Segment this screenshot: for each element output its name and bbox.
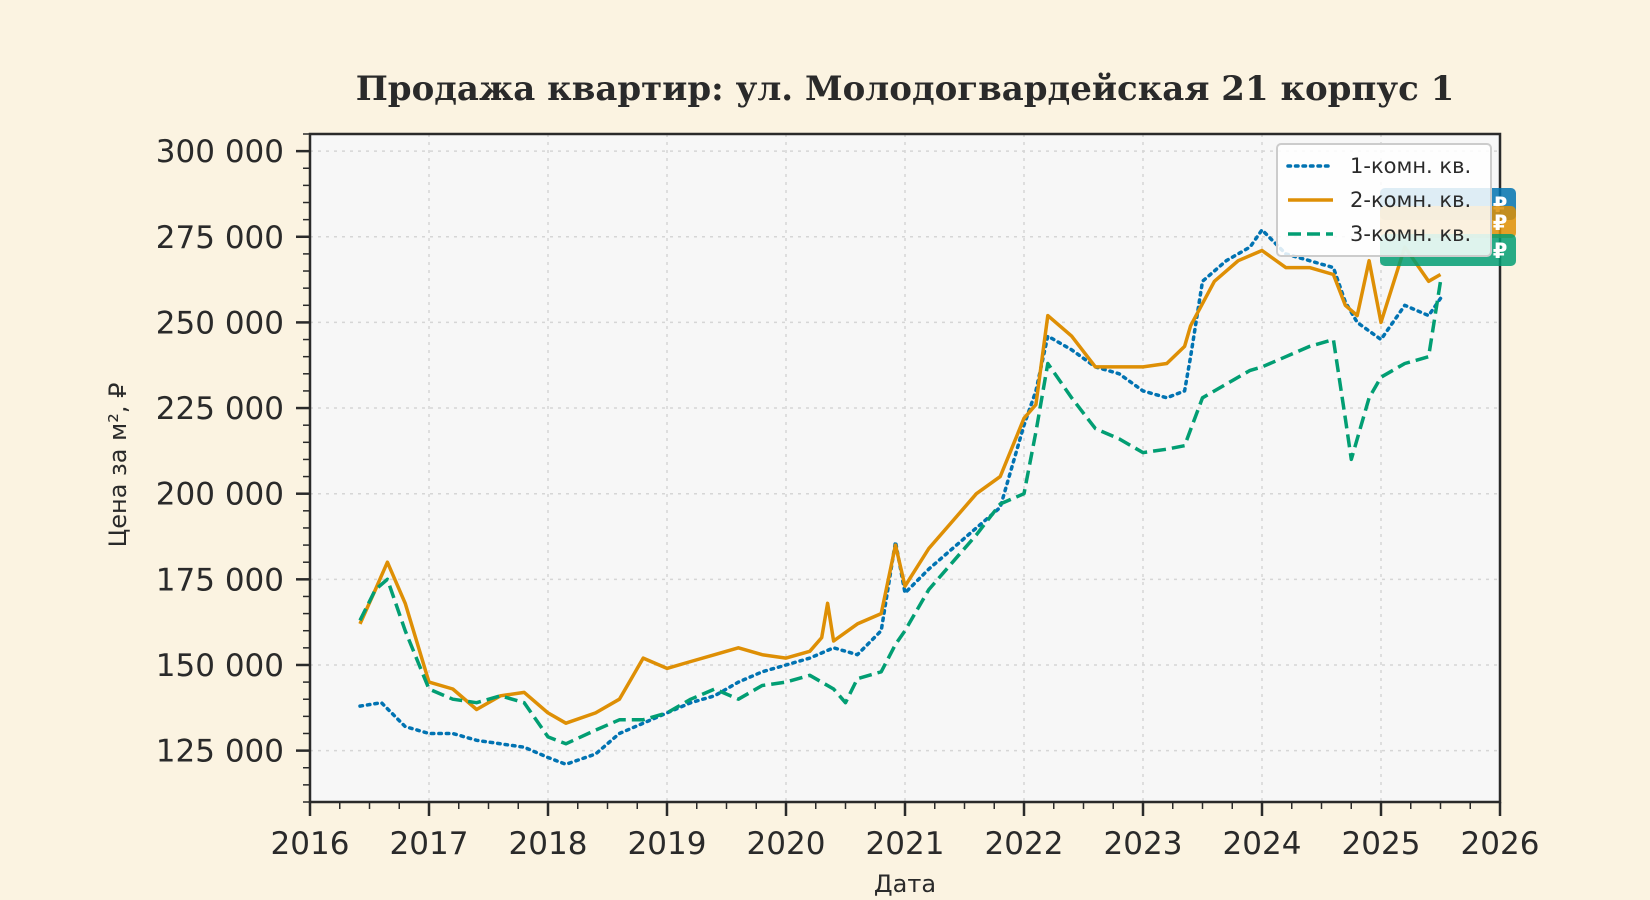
y-axis-label: Цена за м², ₽ (104, 383, 132, 548)
series-line (358, 228, 1443, 767)
series-line (358, 281, 1443, 746)
legend-label: 3-комн. кв. (1350, 222, 1471, 246)
end-marker-symbol: ₽ (1493, 211, 1508, 235)
y-tick-label: 250 000 (156, 305, 284, 341)
y-tick-label: 200 000 (156, 477, 284, 513)
legend-label: 2-комн. кв. (1350, 188, 1471, 212)
x-tick-label: 2026 (1461, 826, 1540, 862)
x-axis: 2016 2017 2018 2019 2020 2021 2022 2023 2024 2025… (271, 802, 1540, 862)
y-tick-label: 300 000 (156, 134, 284, 170)
y-axis: 125 000 150 000 175 000 200 000 225 000 250 0… (156, 133, 310, 803)
x-tick-label: 2018 (509, 826, 588, 862)
series-lines (358, 228, 1443, 767)
y-tick-label: 225 000 (156, 391, 284, 427)
x-tick-label: 2017 (390, 826, 469, 862)
legend: 1-комн. кв. 2-комн. кв. 3-комн. кв. (1276, 143, 1492, 257)
y-tick-label: 125 000 (156, 734, 284, 770)
x-tick-label: 2016 (271, 826, 350, 862)
y-tick-label: 275 000 (156, 220, 284, 256)
x-tick-label: 2023 (1104, 826, 1183, 862)
y-tick-label: 150 000 (156, 648, 284, 684)
x-tick-label: 2019 (628, 826, 707, 862)
x-tick-label: 2022 (985, 826, 1064, 862)
legend-label: 1-комн. кв. (1350, 154, 1471, 178)
x-tick-label: 2025 (1342, 826, 1421, 862)
y-tick-label: 175 000 (156, 562, 284, 598)
series-line (358, 245, 1442, 725)
x-tick-label: 2021 (866, 826, 945, 862)
legend-box (1276, 143, 1492, 257)
x-tick-label: 2020 (747, 826, 826, 862)
x-tick-label: 2024 (1223, 826, 1302, 862)
end-marker-symbol: ₽ (1493, 239, 1508, 263)
chart-title: Продажа квартир: ул. Молодогвардейская 2… (356, 69, 1455, 109)
x-axis-label: Дата (874, 870, 936, 898)
